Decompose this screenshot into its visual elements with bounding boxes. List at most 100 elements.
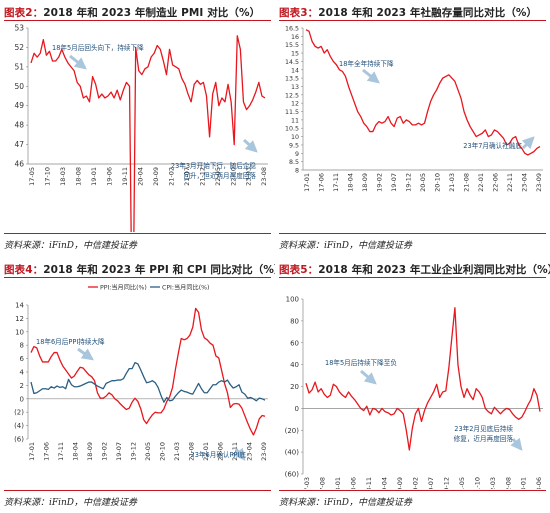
x-tick-label: 17-01 xyxy=(28,442,36,461)
x-tick-label: 18-06 xyxy=(350,477,358,489)
x-tick-label: 17-10 xyxy=(44,167,52,186)
y-tick-label: 12 xyxy=(15,315,24,323)
x-tick-label: 19-07 xyxy=(115,442,123,461)
chart-annotation: 18年5月后持续下降至负 xyxy=(325,358,397,367)
annotation-arrow xyxy=(242,138,258,153)
x-tick-label: 21-07 xyxy=(183,167,191,186)
ppi-cpi-source-rule xyxy=(4,490,271,491)
profit-panel: 图表5：2018 年和 2023 年工业企业利润同比对比（%） (60) (40)… xyxy=(275,257,550,513)
y-tick-label: (4) xyxy=(14,422,24,430)
profit-source-rule xyxy=(279,490,546,491)
annotation-arrow xyxy=(77,347,94,361)
pmi-source: 资料来源：iFinD，中信建投证券 xyxy=(4,241,138,251)
ppi-cpi-panel: 图表4：2018 年和 2023 年 PPI 和 CPI 同比对比（%） (6)… xyxy=(0,257,275,513)
x-tick-label: 18-08 xyxy=(75,167,83,186)
x-tick-label: 19-12 xyxy=(130,442,138,461)
x-tick-label: 17-08 xyxy=(319,477,327,489)
y-tick-label: 14 xyxy=(15,302,24,310)
chart-annotation: 18年6月后PPI持续大降 xyxy=(36,337,105,346)
afre-source-rule xyxy=(279,233,546,234)
afre-panel: 图表3：2018 年和 2023 年社融存量同比对比（%） 8 8.5 9 9.5 10… xyxy=(275,0,550,256)
x-tick-label: 20-10 xyxy=(159,442,167,461)
series-line-1 xyxy=(30,307,266,436)
profit-title-rule xyxy=(279,277,546,279)
y-tick-label: 12.5 xyxy=(285,92,299,99)
x-tick-label: 22-11 xyxy=(506,173,514,192)
x-tick-label: 21-03 xyxy=(448,173,456,192)
chart-annotation: 回升，但近两月再度回落 xyxy=(183,171,256,180)
x-tick-label: 19-04 xyxy=(381,477,389,489)
chart-annotation: 修复，近月再度回落 xyxy=(454,434,514,443)
x-tick-label: 23-09 xyxy=(535,173,543,192)
x-tick-label: 17-06 xyxy=(43,442,51,461)
x-tick-label: 23-06 xyxy=(535,477,543,489)
y-tick-label: 9.5 xyxy=(289,142,299,149)
x-tick-label: 22-01 xyxy=(477,173,485,192)
x-tick-label: 18-09 xyxy=(86,442,94,461)
legend-label: CPI:当月同比(%) xyxy=(162,283,209,291)
x-tick-label: 20-05 xyxy=(144,442,152,461)
profit-title: 图表5：2018 年和 2023 年工业企业利润同比对比（%） xyxy=(279,264,550,276)
x-tick-label: 22-03 xyxy=(489,477,497,489)
x-tick-label: 22-08 xyxy=(504,477,512,489)
x-tick-label: 17-06 xyxy=(318,173,326,192)
x-tick-label: 21-03 xyxy=(173,442,181,461)
x-tick-label: 18-11 xyxy=(365,477,373,489)
x-tick-label: 17-11 xyxy=(332,173,340,192)
y-tick-label: (20) xyxy=(285,427,300,435)
y-tick-label: 14 xyxy=(291,67,299,74)
x-tick-label: 20-04 xyxy=(136,167,144,186)
x-tick-label: 18-04 xyxy=(72,442,80,461)
x-tick-label: 20-05 xyxy=(419,173,427,192)
x-tick-label: 19-06 xyxy=(106,167,114,186)
y-tick-label: 10 xyxy=(15,328,24,336)
ppi-cpi-source: 资料来源：iFinD，中信建投证券 xyxy=(4,498,138,508)
x-tick-label: 17-03 xyxy=(303,477,311,489)
y-tick-label: 11.5 xyxy=(285,109,299,116)
x-tick-label: 18-03 xyxy=(59,167,67,186)
x-tick-label: 17-05 xyxy=(28,167,36,186)
y-tick-label: 12 xyxy=(291,101,299,108)
pmi-chart: 46 47 48 49 50 51 52 53 17-05 17-10 18-03 18-08 19-0… xyxy=(14,24,268,232)
chart-annotation: 23年7月确认社融底 xyxy=(463,141,522,150)
y-tick-label: 20 xyxy=(290,383,299,391)
y-tick-label: 46 xyxy=(14,160,24,169)
ppi-cpi-title: 图表4：2018 年和 2023 年 PPI 和 CPI 同比对比（%） xyxy=(4,264,275,276)
y-tick-label: 16.5 xyxy=(285,26,299,33)
x-tick-label: 22-10 xyxy=(229,167,237,186)
y-tick-label: 0 xyxy=(295,405,299,413)
y-tick-label: 53 xyxy=(14,24,24,33)
chart-annotation: 23年3月开始下行，随后企稳 xyxy=(171,161,257,170)
x-tick-label: 21-08 xyxy=(463,173,471,192)
x-tick-label: 21-10 xyxy=(473,477,481,489)
x-tick-label: 17-01 xyxy=(303,173,311,192)
x-tick-label: 19-11 xyxy=(121,167,129,186)
y-tick-label: 10.5 xyxy=(285,126,299,133)
afre-source: 资料来源：iFinD，中信建投证券 xyxy=(279,241,413,251)
x-tick-label: 23-04 xyxy=(521,173,529,192)
x-tick-label: 19-01 xyxy=(90,167,98,186)
annotation-arrow xyxy=(521,136,535,150)
x-tick-label: 20-09 xyxy=(152,167,160,186)
y-tick-label: 2 xyxy=(20,382,24,390)
y-tick-label: 0 xyxy=(20,395,24,403)
y-tick-label: 80 xyxy=(290,317,299,325)
y-tick-label: 9 xyxy=(295,151,299,158)
y-tick-label: 13 xyxy=(291,84,299,91)
x-tick-label: 23-03 xyxy=(245,167,253,186)
pmi-panel: 图表2：2018 年和 2023 年制造业 PMI 对比（%） 46 47 48 49… xyxy=(0,0,275,256)
ppi-cpi-title-rule xyxy=(4,277,271,279)
y-tick-label: 8.5 xyxy=(289,159,299,166)
x-tick-label: 20-10 xyxy=(434,173,442,192)
y-tick-label: 60 xyxy=(290,339,299,347)
series-line-1 xyxy=(305,29,541,156)
y-tick-label: 8 xyxy=(295,168,299,175)
y-tick-label: 8 xyxy=(20,342,24,350)
y-tick-label: 10 xyxy=(291,134,299,141)
profit-source: 资料来源：iFinD，中信建投证券 xyxy=(279,498,413,508)
series-line-2 xyxy=(30,361,266,403)
y-tick-label: (6) xyxy=(14,436,24,444)
x-tick-label: 20-02 xyxy=(411,477,419,489)
series-line-1 xyxy=(305,307,541,451)
series-line-1 xyxy=(30,35,266,232)
